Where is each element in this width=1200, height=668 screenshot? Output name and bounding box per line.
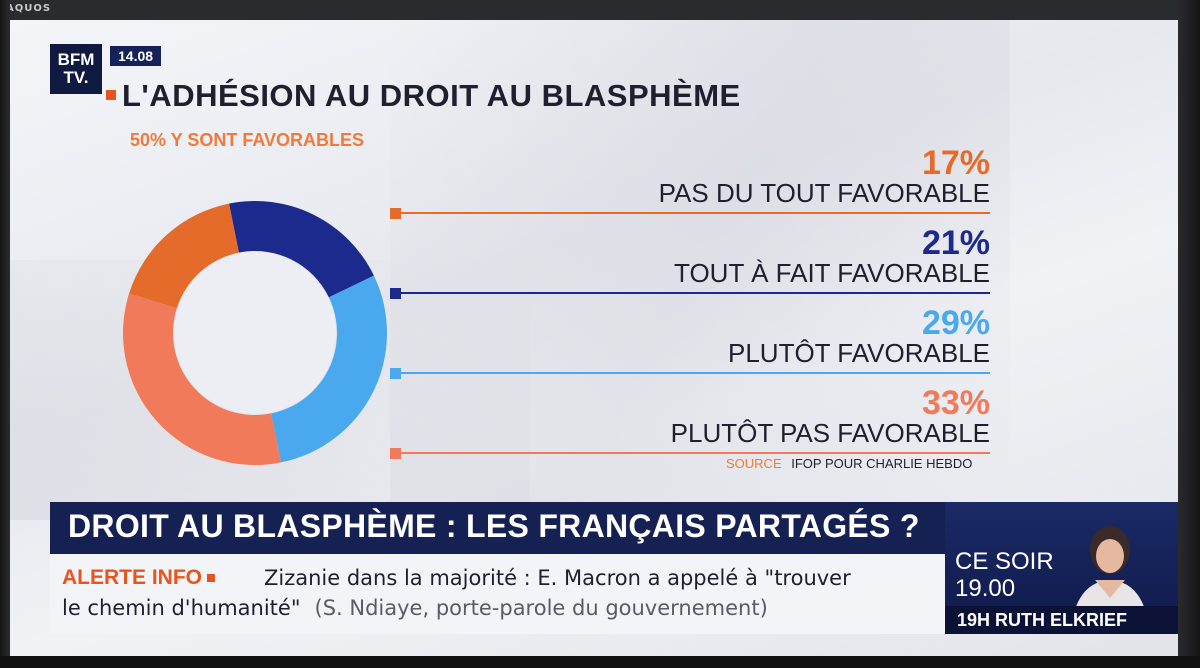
ticker-attribution: (S. Ndiaye, porte-parole du gouvernement… (314, 596, 768, 620)
legend-item: 17% PAS DU TOUT FAVORABLE (390, 144, 990, 224)
slice-label: PAS DU TOUT FAVORABLE (658, 178, 990, 208)
promo-show-name: 19H RUTH ELKRIEF (957, 610, 1128, 630)
ticker-text-line2: le chemin d'humanité" (62, 596, 301, 620)
tv-bezel-left (0, 0, 10, 668)
legend-item: 29% PLUTÔT FAVORABLE (390, 304, 990, 384)
donut-chart (123, 201, 387, 465)
ticker-line2: le chemin d'humanité" (S. Ndiaye, porte-p… (62, 596, 768, 620)
donut-slice (271, 275, 387, 463)
news-ticker: ALERTE INFO Zizanie dans la majorité : E… (50, 554, 945, 634)
slice-percent: 17% (921, 144, 990, 182)
slice-percent: 21% (921, 224, 990, 262)
tv-bezel-top: AQUOS (0, 0, 1200, 20)
promo-show-bar: 19H RUTH ELKRIEF (945, 606, 1178, 634)
legend-marker (390, 448, 401, 459)
tv-bezel-bottom (0, 656, 1200, 668)
legend-rule (398, 372, 990, 374)
logo-accent-square (106, 90, 116, 100)
donut-slice (229, 201, 374, 298)
program-promo: CE SOIR 19.00 19H RUTH ELKRIEF (945, 502, 1178, 634)
legend-item: 33% PLUTÔT PAS FAVORABLE (390, 384, 990, 464)
headline-text: DROIT AU BLASPHÈME : LES FRANÇAIS PARTAG… (68, 508, 920, 544)
legend-rule (398, 292, 990, 294)
slice-label: TOUT À FAIT FAVORABLE (674, 258, 990, 288)
legend-marker (390, 368, 401, 379)
alerte-dot-icon (207, 574, 215, 583)
donut-slice (123, 293, 281, 465)
slice-percent: 33% (921, 384, 990, 422)
source-label: SOURCE (726, 456, 782, 471)
channel-logo: BFM TV. (50, 44, 102, 94)
slice-label: PLUTÔT FAVORABLE (727, 338, 990, 368)
legend-marker (390, 288, 401, 299)
chart-title: L'ADHÉSION AU DROIT AU BLASPHÈME (122, 78, 741, 113)
slice-label: PLUTÔT PAS FAVORABLE (670, 418, 990, 448)
source-text: IFOP POUR CHARLIE HEBDO (791, 456, 973, 471)
source-line: SOURCE IFOP POUR CHARLIE HEBDO (726, 456, 972, 471)
legend-rule (398, 452, 990, 454)
ticker-text-line1: Zizanie dans la majorité : E. Macron a a… (264, 566, 851, 590)
legend-marker (390, 208, 401, 219)
legend-rule (398, 212, 990, 214)
clock: 14.08 (110, 46, 162, 66)
tv-bezel-right (1178, 0, 1200, 668)
promo-time: 19.00 (955, 575, 1016, 602)
alerte-info-label: ALERTE INFO (62, 566, 215, 590)
headline-banner: DROIT AU BLASPHÈME : LES FRANÇAIS PARTAG… (50, 502, 945, 554)
donut-hole (174, 252, 336, 414)
slice-percent: 29% (921, 304, 990, 342)
alerte-info-text: ALERTE INFO (62, 566, 202, 589)
legend-item: 21% TOUT À FAIT FAVORABLE (390, 224, 990, 304)
tv-brand: AQUOS (6, 3, 52, 14)
chart-subtitle: 50% Y SONT FAVORABLES (130, 130, 365, 150)
promo-ce-soir: CE SOIR (955, 548, 1054, 575)
tv-screen: BFM TV. 14.08 L'ADHÉSION AU DROIT AU BLA… (10, 20, 1178, 656)
donut-slice (129, 203, 239, 309)
